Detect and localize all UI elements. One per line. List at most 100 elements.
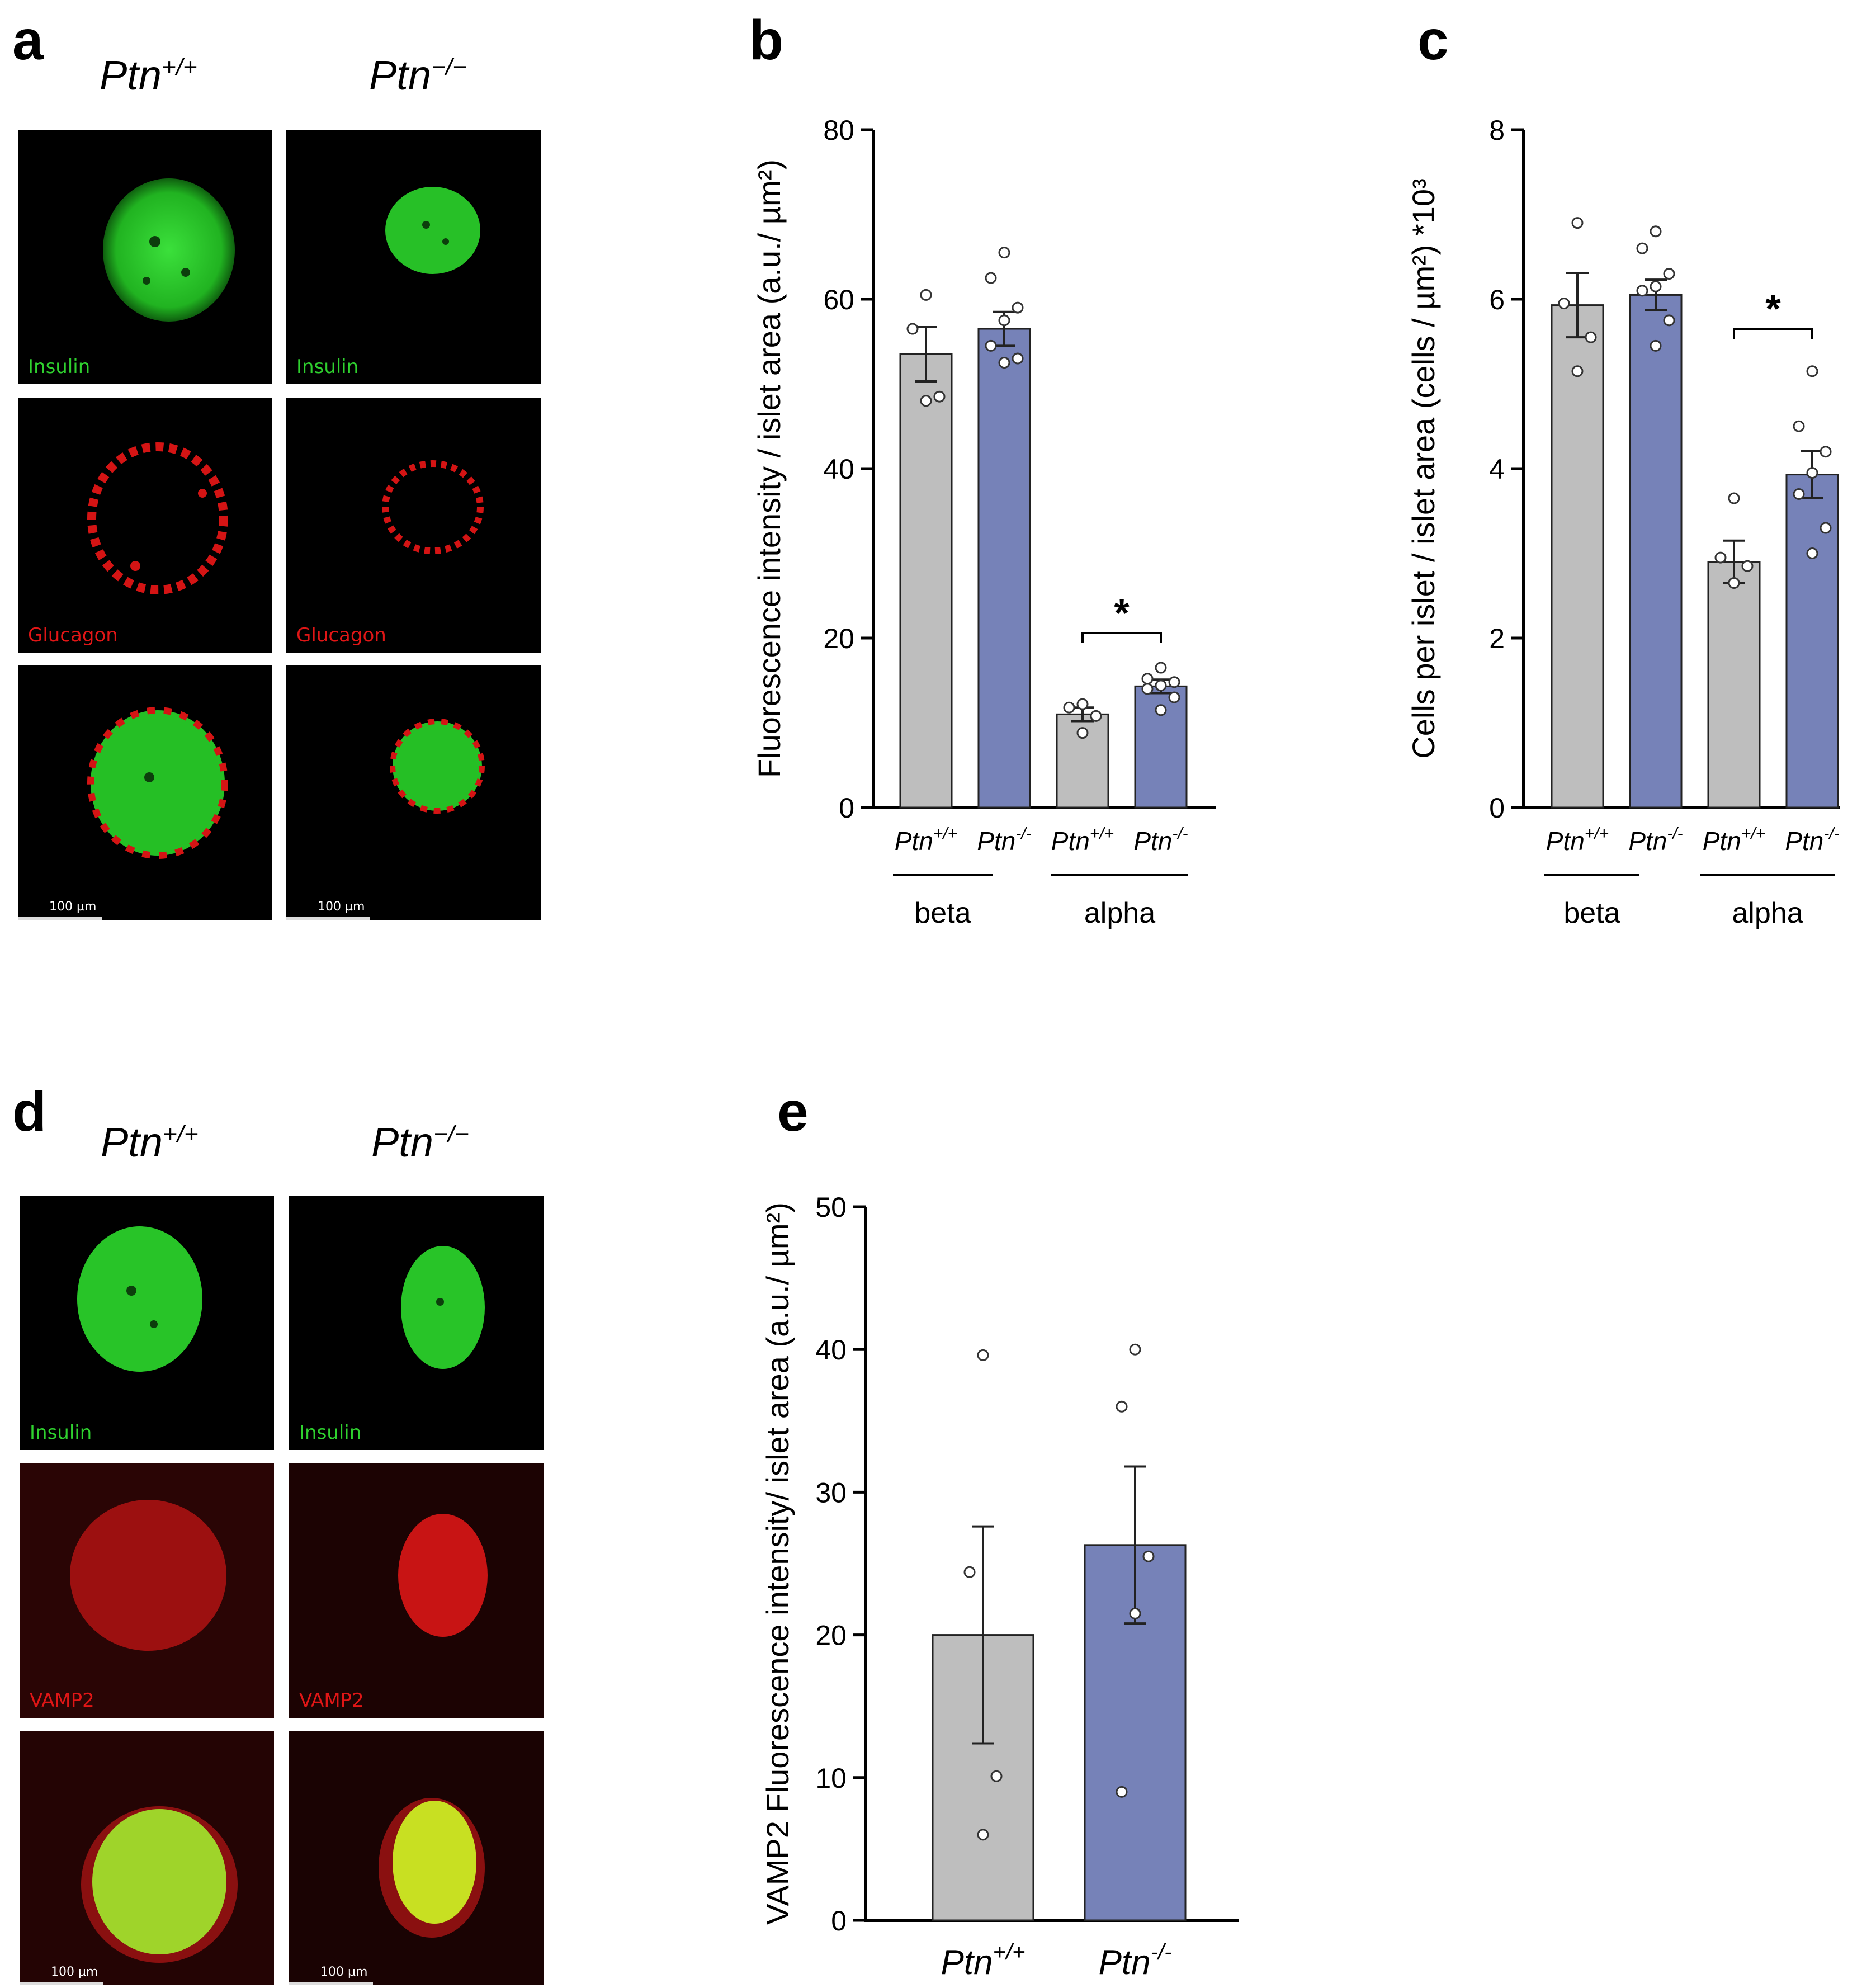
chart-e-y-tick-label: 20: [815, 1620, 847, 1651]
chart-b-y-tick-label: 60: [823, 284, 854, 315]
chart-c-data-point: [1806, 547, 1818, 559]
chart-c-x-tick-label: Ptn-/-: [1628, 824, 1683, 856]
chart-c-y-tick-label: 0: [1489, 792, 1505, 824]
chart-c-data-point: [1663, 314, 1675, 327]
islet-image: [103, 178, 235, 322]
micrograph-vamp2-knockout: VAMP2: [289, 1463, 544, 1718]
stain-label: Insulin: [296, 356, 359, 378]
micrograph-insulin-knockout: Insulin: [286, 130, 541, 384]
micrograph-glucagon-wildtype: Glucagon: [18, 398, 272, 653]
chart-b-data-point: [1168, 676, 1180, 688]
islet-image: [289, 1731, 544, 1985]
chart-e-y-tick-label: 10: [815, 1763, 847, 1794]
chart-e-data-point: [990, 1770, 1003, 1782]
chart-c-data-point: [1806, 467, 1818, 479]
chart-b-data-point: [1076, 698, 1089, 710]
scale-bar: [289, 1982, 373, 1985]
micrograph-merge-wildtype-d: 100 µm: [20, 1731, 274, 1985]
column-header-knockout-a: Ptn−/−: [369, 52, 467, 98]
chart-b-data-point: [1168, 691, 1180, 703]
micrograph-insulin-knockout-d: Insulin: [289, 1196, 544, 1450]
chart-e-data-point: [977, 1349, 989, 1361]
chart-c-data-point: [1663, 268, 1675, 280]
chart-b-bar: [977, 328, 1031, 809]
chart-b-data-point: [1012, 301, 1024, 314]
chart-b-data-point: [985, 339, 997, 352]
micrograph-merge-knockout-d: 100 µm: [289, 1731, 544, 1985]
chart-c-data-point: [1793, 488, 1805, 500]
chart-b-x-tick-label: Ptn+/+: [895, 824, 957, 856]
islet-image: [87, 442, 228, 594]
chart-e-y-tick-label: 0: [831, 1905, 847, 1937]
islet-image: [382, 460, 484, 554]
scale-bar-label: 100 µm: [51, 1965, 98, 1979]
scale-bar-label: 100 µm: [49, 900, 97, 914]
islet-image: [20, 1731, 274, 1985]
chart-b-x-tick-label: Ptn-/-: [1133, 824, 1188, 856]
chart-c-data-point: [1806, 365, 1818, 377]
chart-b-y-tick-label: 40: [823, 454, 854, 485]
chart-b-y-tick-label: 80: [823, 115, 854, 146]
chart-e-data-point: [963, 1566, 976, 1578]
chart-b-group-label: alpha: [1084, 897, 1155, 929]
chart-e-x-tick-label: Ptn+/+: [941, 1940, 1026, 1982]
micrograph-insulin-wildtype-d: Insulin: [20, 1196, 274, 1450]
chart-e-y-tick-label: 40: [815, 1334, 847, 1366]
islet-image: [77, 1226, 202, 1372]
chart-b-data-point: [1141, 683, 1154, 695]
chart-b-x-tick-label: Ptn+/+: [1051, 824, 1114, 856]
chart-c-data-point: [1793, 420, 1805, 432]
chart-b-data-point: [1155, 704, 1167, 716]
islet-image: [289, 1463, 544, 1718]
chart-c-y-tick-label: 2: [1489, 623, 1505, 654]
chart-b-data-point: [998, 357, 1010, 369]
chart-e-y-axis-label: VAMP2 Fluorescence intensity/ islet area…: [760, 1202, 795, 1925]
chart-b-data-point: [1012, 352, 1024, 365]
chart-b-data-point: [1155, 662, 1167, 674]
stain-label: VAMP2: [299, 1689, 364, 1712]
chart-c-data-point: [1571, 217, 1584, 229]
stain-label: Glucagon: [28, 624, 118, 646]
chart-c-data-point: [1728, 492, 1740, 504]
column-header-knockout-d: Ptn−/−: [371, 1119, 469, 1165]
chart-c-data-point: [1650, 225, 1662, 238]
chart-e-x-tick-label: Ptn-/-: [1099, 1940, 1172, 1982]
chart-b-x-tick-label: Ptn-/-: [977, 824, 1031, 856]
chart-c-data-point: [1650, 280, 1662, 292]
chart-c-y-axis-label: Cells per islet / islet area (cells / µm…: [1406, 178, 1441, 758]
chart-b-data-point: [933, 390, 946, 403]
chart-c-data-point: [1728, 577, 1740, 589]
panel-letter-d: d: [12, 1080, 47, 1143]
chart-e-data-point: [1129, 1343, 1141, 1356]
chart-e-y-tick-label: 50: [815, 1192, 847, 1223]
chart-b-data-point: [1076, 727, 1089, 739]
chart-c-data-point: [1741, 560, 1754, 572]
chart-c-x-tick-label: Ptn-/-: [1785, 824, 1839, 856]
chart-b-y-tick-label: 0: [839, 792, 854, 824]
chart-c-y-tick-label: 6: [1489, 284, 1505, 315]
stain-label: Insulin: [28, 356, 91, 378]
chart-b-data-point: [985, 272, 997, 284]
scale-bar-label: 100 µm: [318, 900, 365, 914]
panel-letter-c: c: [1417, 9, 1449, 72]
chart-c-data-point: [1636, 242, 1648, 254]
stain-label: Glucagon: [296, 624, 386, 646]
chart-c-bar: [1551, 304, 1604, 809]
chart-b-data-point: [906, 323, 919, 335]
islet-image: [390, 719, 485, 814]
chart-e-data-point: [977, 1829, 989, 1841]
chart-b-bar: [899, 353, 953, 809]
chart-b-y-axis-label: Fluorescence intensity / islet area (a.u…: [752, 159, 787, 778]
scale-bar: [286, 917, 370, 920]
chart-e-data-point: [1129, 1607, 1141, 1619]
panel-letter-a: a: [12, 9, 44, 72]
column-header-wildtype-d: Ptn+/+: [101, 1119, 199, 1165]
chart-c-bar: [1629, 294, 1683, 809]
chart-c-significance-star: *: [1765, 287, 1781, 330]
chart-c-group-label: alpha: [1732, 897, 1803, 929]
chart-c-y-tick-label: 4: [1489, 454, 1505, 485]
chart-e-y-tick-label: 30: [815, 1477, 847, 1508]
chart-b-significance-star: *: [1114, 591, 1130, 635]
islet-image: [20, 1463, 274, 1718]
chart-c-y-tick-label: 8: [1489, 115, 1505, 146]
